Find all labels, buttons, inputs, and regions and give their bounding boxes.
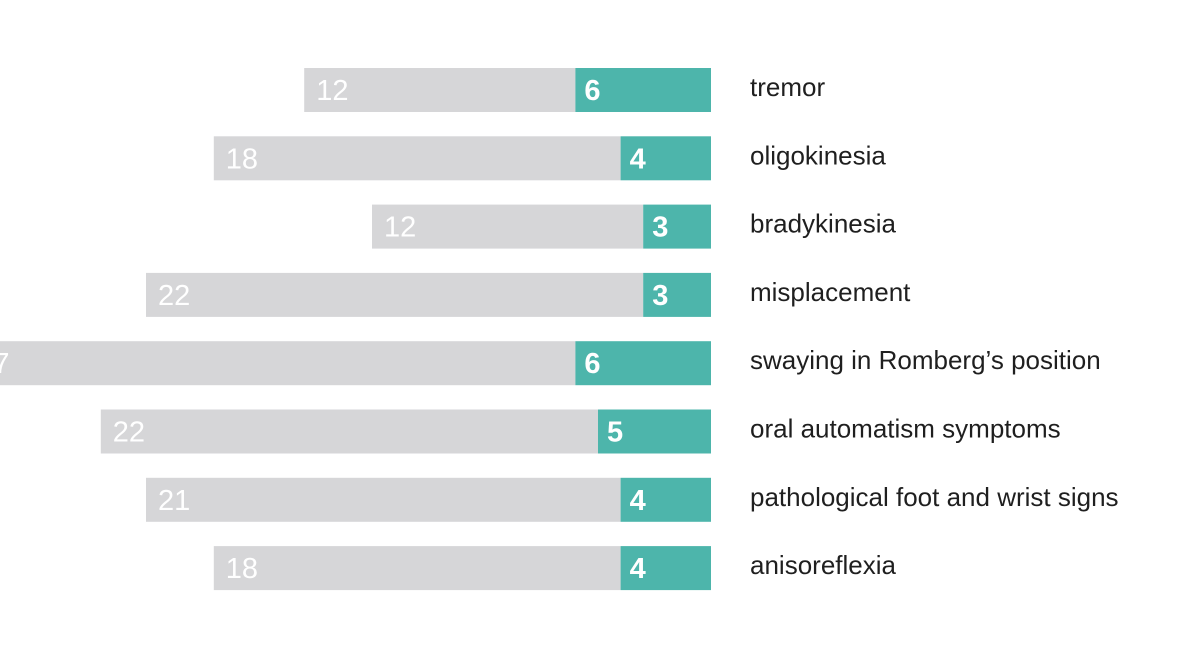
bar-teal-1 (620, 136, 711, 181)
bar-teal-0 (575, 68, 711, 112)
category-label-0: tremor (750, 72, 825, 102)
value-label-teal-5: 5 (607, 417, 623, 449)
category-label-1: oligokinesia (750, 140, 886, 170)
bar-gray-2 (372, 204, 644, 249)
category-label-6: pathological foot and wrist signs (750, 482, 1119, 512)
value-label-gray-5: 22 (113, 417, 145, 449)
value-label-gray-6: 21 (158, 485, 190, 517)
bar-gray-5 (100, 409, 599, 454)
value-label-teal-2: 3 (652, 212, 668, 244)
category-label-4: swaying in Romberg’s position (750, 345, 1101, 375)
bar-teal-2 (643, 204, 711, 249)
bar-gray-1 (213, 136, 621, 181)
value-label-teal-7: 4 (630, 553, 646, 585)
value-label-gray-0: 12 (316, 75, 348, 107)
value-label-gray-7: 18 (226, 553, 258, 585)
value-label-gray-4: 27 (0, 348, 9, 380)
value-label-gray-3: 22 (158, 280, 190, 312)
bar-teal-4 (575, 341, 711, 386)
bar-gray-7 (213, 546, 621, 591)
category-label-5: oral automatism symptoms (750, 414, 1061, 444)
value-label-teal-4: 6 (584, 348, 600, 380)
value-label-gray-1: 18 (226, 143, 258, 175)
bar-gray-4 (0, 341, 576, 386)
bar-gray-0 (304, 68, 576, 112)
value-label-teal-0: 6 (584, 75, 600, 107)
bar-teal-6 (620, 477, 711, 522)
category-label-2: bradykinesia (750, 209, 897, 239)
value-label-gray-2: 12 (384, 212, 416, 244)
value-label-teal-6: 4 (630, 485, 646, 517)
bar-teal-5 (598, 409, 711, 454)
category-label-7: anisoreflexia (750, 550, 897, 580)
category-labels-layer: tremor oligokinesia bradykinesia misplaceme… (750, 72, 1119, 580)
bar-teal-3 (643, 272, 711, 317)
bars-layer: 12 6 18 4 12 3 22 3 27 6 22 5 21 4 18 4 (0, 68, 711, 591)
bar-gray-3 (146, 272, 644, 317)
value-label-teal-1: 4 (630, 143, 646, 175)
value-label-teal-3: 3 (652, 280, 668, 312)
bar-gray-6 (146, 477, 621, 522)
category-label-3: misplacement (750, 277, 911, 307)
bar-teal-7 (620, 546, 711, 591)
